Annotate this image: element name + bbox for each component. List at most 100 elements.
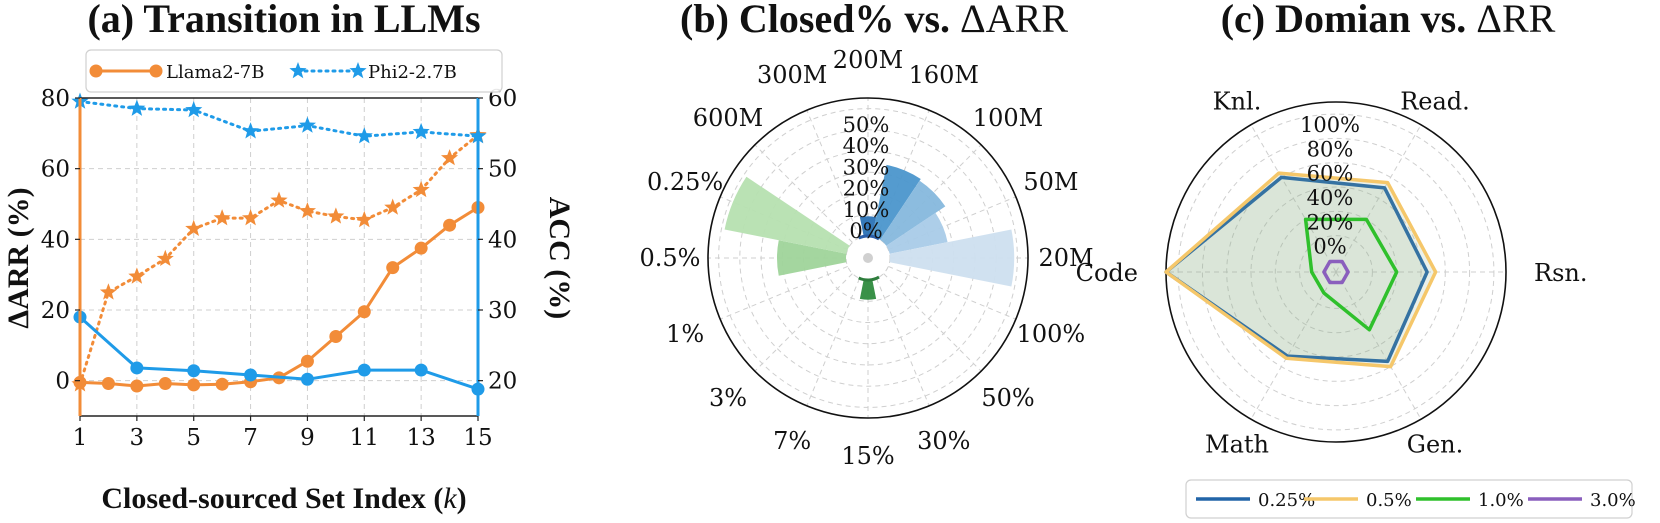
data-point-phi (357, 363, 371, 377)
x-tick-label: 9 (300, 425, 315, 451)
polar-bar-20M (889, 229, 1015, 287)
x-tick-label: 13 (407, 425, 436, 451)
data-point-llama-star (441, 149, 459, 166)
data-point-llama-star (270, 191, 288, 208)
polar-radial-tick-label: 40% (843, 134, 890, 158)
data-point-llama (215, 377, 229, 391)
data-point-llama (158, 376, 172, 390)
data-point-phi (187, 364, 201, 378)
polar-category-label: 0.25% (647, 168, 723, 196)
y-right-tick-label: 50 (488, 157, 517, 183)
polar-outer-ring (707, 97, 1029, 419)
panel-a-title: (a) Transition in LLMs (87, 0, 480, 41)
data-point-phi (300, 372, 314, 386)
legend-label-0.5%: 0.5% (1366, 490, 1412, 511)
x-tick-label: 11 (350, 425, 379, 451)
data-point-llama-star (185, 219, 203, 236)
polar-category-label: 50M (1023, 168, 1078, 196)
polar-category-label: 100% (1017, 320, 1086, 348)
legend-entries: 0.25% 0.5% 1.0% 3.0% (1196, 490, 1636, 511)
data-point-phi (244, 368, 258, 382)
data-point-llama (329, 330, 343, 343)
polar-radial-tick-label: 20% (843, 177, 890, 201)
data-point-phi-star (412, 122, 430, 140)
panel-a-legend: Llama2-7B Phi2-2.7B (85, 49, 503, 93)
legend-label-3.0%: 3.0% (1590, 490, 1636, 511)
y-left-tick-label: 60 (41, 157, 70, 183)
data-point-llama-star (99, 283, 117, 300)
data-point-phi-star (185, 101, 203, 118)
data-point-llama-star (355, 210, 373, 228)
angular-grid-line (754, 144, 853, 243)
x-tick-label: 15 (463, 425, 492, 451)
y-right-tick-label: 30 (488, 298, 517, 324)
polar-radial-tick-label: 50% (843, 113, 890, 137)
polar-category-label: 15% (841, 442, 894, 470)
panel-c-radar-chart: (c) Domian vs. ΔRR Read. Rsn. Gen. Math Code… (1076, 0, 1636, 519)
radar-spoke (1335, 124, 1422, 273)
data-point-llama-star (298, 202, 316, 219)
y-right-tick-label: 20 (488, 369, 517, 395)
radar-spoke (1250, 271, 1337, 420)
panel-a-left-y-axis-label: ΔARR (%) (2, 187, 35, 328)
data-point-llama-star (242, 209, 260, 226)
data-point-llama (386, 261, 400, 275)
polar-bar-100M (880, 180, 946, 246)
series-line-llama-dotted (78, 133, 480, 386)
panel-c-series (1164, 171, 1438, 369)
data-point-llama (300, 354, 314, 368)
legend-label-phi: Phi2-2.7B (368, 62, 457, 83)
panel-c-title: (c) Domian vs. ΔRR (1221, 0, 1556, 41)
radar-radial-tick-label: 0% (1313, 235, 1346, 259)
radar-radial-tick-label: 40% (1307, 186, 1354, 210)
x-tick-label: 5 (186, 425, 201, 451)
data-point-llama (414, 241, 428, 255)
radar-series-3.0% (1322, 259, 1350, 285)
panel-c-legend: 0.25% 0.5% 1.0% 3.0% (1185, 479, 1636, 519)
data-point-phi-star (242, 122, 260, 139)
data-point-phi (414, 363, 428, 377)
legend-marker-llama (149, 64, 163, 78)
y-left-tick-label: 80 (41, 86, 70, 112)
radar-radial-tick-label: 100% (1300, 113, 1360, 137)
polar-bar-160M (872, 164, 921, 240)
data-point-phi-star (298, 116, 316, 133)
polar-category-label: 300M (757, 61, 827, 89)
polar-category-label: 30% (917, 427, 970, 455)
radar-axis-label: Code (1076, 259, 1138, 287)
data-point-phi-star (355, 127, 373, 144)
panel-a-x-axis-label: Closed-sourced Set Index (k) (101, 482, 466, 515)
polar-category-label: 600M (693, 104, 763, 132)
polar-bar-50M (886, 212, 948, 254)
data-point-llama (130, 379, 144, 393)
radar-radial-tick-label: 80% (1307, 137, 1354, 161)
x-tick-label: 3 (130, 425, 145, 451)
y-right-tick-label: 40 (488, 227, 517, 253)
x-tick-label: 7 (243, 425, 258, 451)
data-point-llama-star (384, 198, 402, 215)
radar-radial-tick-label: 60% (1307, 162, 1354, 186)
panel-a-transition-chart: (a) Transition in LLMs 1 3 5 7 9 11 13 15020406… (2, 0, 576, 515)
legend-label-llama: Llama2-7B (166, 62, 264, 83)
polar-category-label: 1% (666, 320, 704, 348)
radar-axis-label: Rsn. (1534, 259, 1587, 287)
panel-a-series (71, 92, 487, 396)
polar-category-label: 160M (909, 61, 979, 89)
data-point-llama-star (128, 267, 146, 284)
series-line-phi-solid (79, 315, 479, 391)
y-left-tick-label: 0 (55, 369, 70, 395)
y-left-tick-label: 40 (41, 227, 70, 253)
radar-axis-label: Math (1205, 431, 1269, 459)
angular-grid-line (754, 273, 853, 372)
polar-category-label: 200M (833, 46, 903, 74)
data-point-llama (357, 305, 371, 319)
panel-b-title: (b) Closed% vs. ΔARR (680, 0, 1068, 41)
panel-b-bars (724, 164, 1015, 300)
legend-marker-phi (349, 62, 367, 79)
radar-grid-ring (1201, 137, 1471, 407)
polar-category-label: 0.5% (640, 244, 701, 272)
polar-bar-200M (859, 216, 877, 237)
data-point-llama-star (327, 207, 345, 224)
